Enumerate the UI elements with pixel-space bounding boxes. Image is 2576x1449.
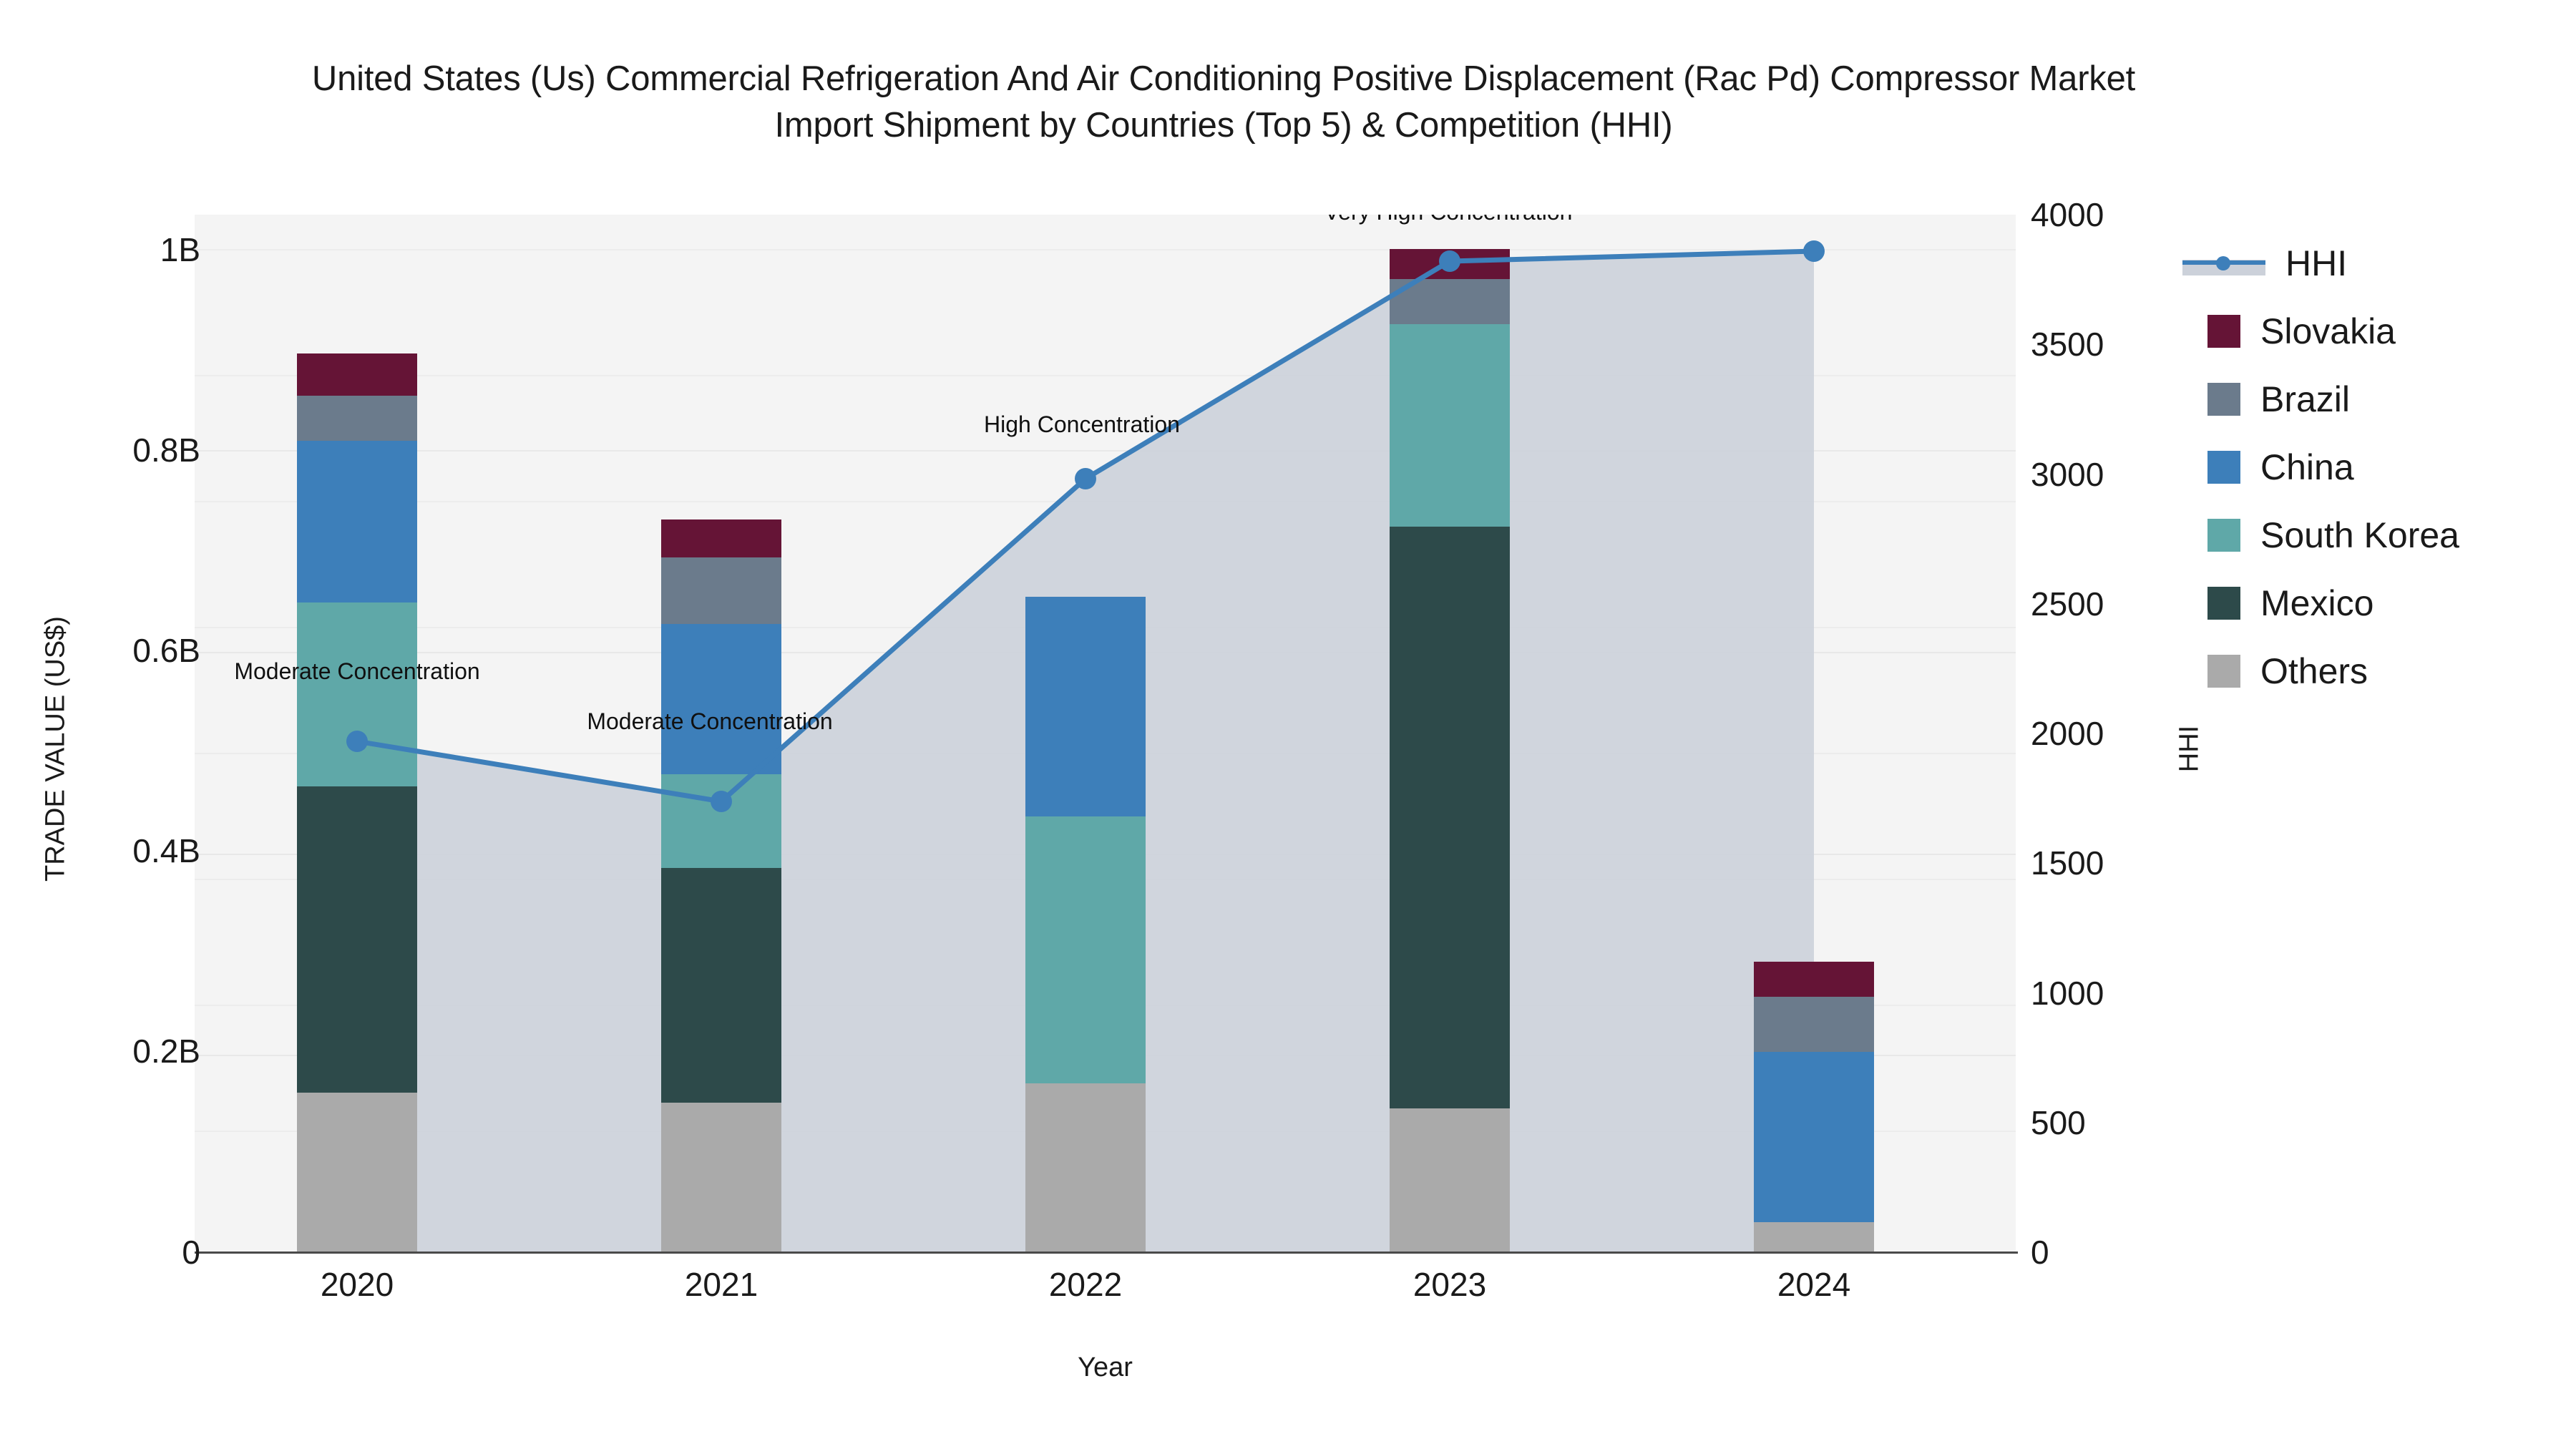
chart-title-line-1: United States (Us) Commercial Refrigerat… [311,59,2136,98]
x-axis-tick-2023: 2023 [1413,1266,1487,1303]
y-axis-left-label: TRADE VALUE (US$) [40,616,71,882]
bar-segment-others[interactable] [661,1103,781,1252]
y-axis-right-tick: 1500 [2031,844,2104,882]
bar-segment-others[interactable] [1390,1108,1510,1252]
bar-segment-slovakia[interactable] [1390,249,1510,279]
x-axis-tick-2021: 2021 [684,1266,758,1303]
x-axis-label: Year [1078,1352,1133,1382]
color-swatch-icon [2207,586,2240,620]
y-axis-right-tick: 3000 [2031,456,2104,493]
chart-legend: HHI Slovakia Brazil China South Korea Me… [2182,229,2459,705]
legend-label: Brazil [2260,379,2351,419]
hhi-point-2022 [1075,468,1096,489]
hhi-annotation-2020: Moderate Concentration [234,658,480,684]
bar-segment-mexico[interactable] [297,786,417,1093]
bar-segment-china[interactable] [661,624,781,774]
bar-segment-slovakia[interactable] [661,519,781,557]
legend-item-others[interactable]: Others [2207,637,2459,705]
gridline [195,249,2016,250]
y-axis-left-tick: 1B [160,231,200,268]
bar-segment-brazil[interactable] [661,557,781,624]
legend-label: Slovakia [2260,311,2396,351]
x-axis-tick-2024: 2024 [1777,1266,1851,1303]
bar-segment-mexico[interactable] [1390,527,1510,1108]
legend-label: Mexico [2260,582,2374,623]
bar-segment-china[interactable] [1754,1052,1874,1222]
y-axis-left-tick: 0.6B [132,632,200,669]
color-swatch-icon [2207,314,2240,348]
bar-segment-slovakia[interactable] [1754,962,1874,997]
x-axis-tick-2022: 2022 [1048,1266,1123,1303]
y-axis-right-tick: 4000 [2031,196,2104,233]
x-axis-baseline [195,1252,2018,1254]
bar-segment-china[interactable] [297,441,417,602]
chart-title-line-2: Import Shipment by Countries (Top 5) & C… [774,105,1673,145]
legend-label: South Korea [2260,514,2459,555]
gridline [195,450,2016,452]
bar-segment-brazil[interactable] [1754,997,1874,1052]
chart-title: United States (Us) Commercial Refrigerat… [0,56,2447,148]
bar-segment-china[interactable] [1025,597,1146,816]
y-axis-right-tick: 3500 [2031,326,2104,363]
y-axis-right-tick: 2000 [2031,715,2104,752]
bar-segment-south-korea[interactable] [1025,816,1146,1083]
y-axis-right-tick: 0 [2031,1234,2049,1271]
bar-segment-south-korea[interactable] [661,774,781,868]
bar-segment-south-korea[interactable] [1390,324,1510,527]
hhi-point-2024 [1803,240,1825,262]
bar-segment-brazil[interactable] [1390,279,1510,324]
legend-item-brazil[interactable]: Brazil [2207,365,2459,433]
gridline [195,501,2016,502]
hhi-annotation-2023: Very High Concentration [1324,215,1573,225]
y-axis-left-tick: 0.8B [132,431,200,469]
hhi-line-icon [2182,247,2265,280]
plot-area: Moderate Concentration Moderate Concentr… [195,215,2016,1252]
color-swatch-icon [2207,450,2240,484]
bar-segment-others[interactable] [297,1093,417,1252]
y-axis-right-tick: 500 [2031,1104,2086,1141]
y-axis-left-tick: 0.2B [132,1033,200,1070]
legend-item-china[interactable]: China [2207,433,2459,501]
bar-segment-others[interactable] [1025,1083,1146,1252]
legend-item-hhi[interactable]: HHI [2182,229,2459,297]
legend-item-south-korea[interactable]: South Korea [2207,501,2459,569]
bar-segment-south-korea[interactable] [297,602,417,786]
hhi-annotation-2022: High Concentration [984,411,1180,437]
y-axis-left-tick: 0.4B [132,832,200,869]
y-axis-left-tick: 0 [182,1234,200,1271]
x-axis-tick-2020: 2020 [320,1266,394,1303]
y-axis-right-tick: 2500 [2031,585,2104,623]
legend-label: China [2260,447,2354,487]
bar-segment-slovakia[interactable] [297,353,417,396]
legend-label: HHI [2285,243,2348,283]
bar-segment-mexico[interactable] [661,868,781,1103]
gridline [195,375,2016,376]
y-axis-right-tick: 1000 [2031,975,2104,1012]
legend-item-mexico[interactable]: Mexico [2207,569,2459,637]
color-swatch-icon [2207,654,2240,688]
legend-item-slovakia[interactable]: Slovakia [2207,297,2459,365]
legend-label: Others [2260,650,2368,691]
bar-segment-brazil[interactable] [297,396,417,441]
color-swatch-icon [2207,382,2240,416]
y-axis-right-label: HHI [2174,725,2205,773]
color-swatch-icon [2207,518,2240,552]
bar-segment-others[interactable] [1754,1222,1874,1252]
hhi-annotation-2021: Moderate Concentration [587,708,833,734]
